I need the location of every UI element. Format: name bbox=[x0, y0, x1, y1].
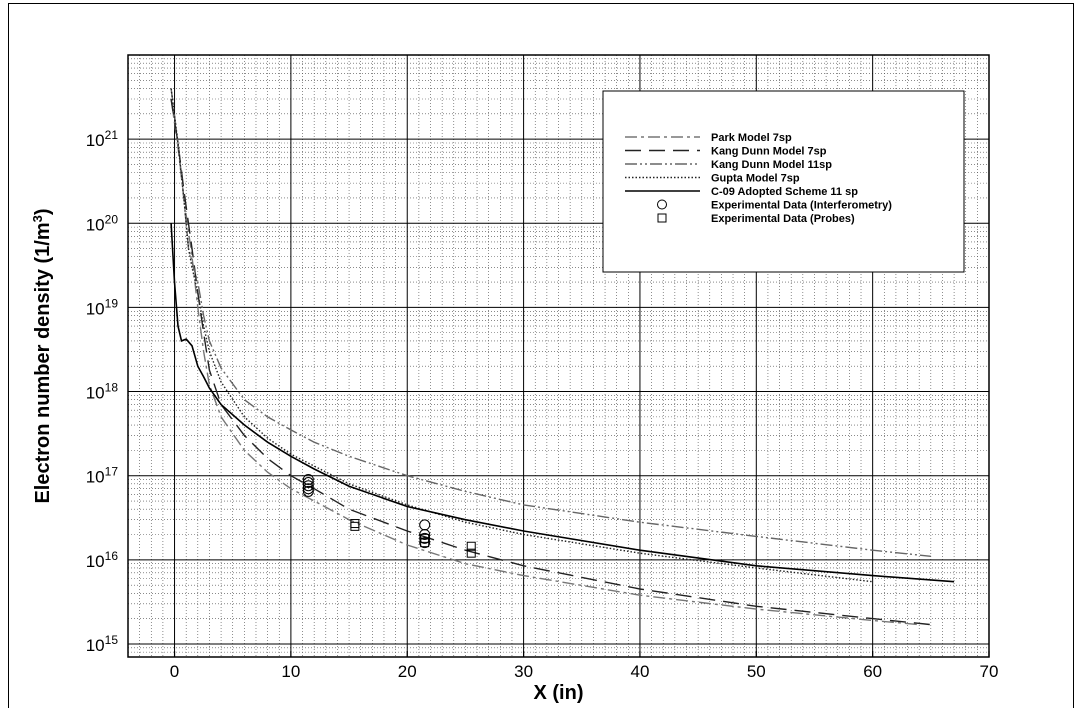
y-axis-title: Electron number density (1/m3) bbox=[30, 208, 55, 503]
x-tick-label: 50 bbox=[747, 662, 766, 681]
y-tick-label: 1020 bbox=[86, 212, 119, 234]
series-line-4 bbox=[170, 88, 873, 583]
x-axis-ticks: 0 10 20 30 40 50 60 70 bbox=[170, 651, 999, 681]
y-tick-label: 1019 bbox=[86, 296, 119, 318]
y-axis-title-close: ) bbox=[32, 208, 54, 215]
x-tick-label: 60 bbox=[863, 662, 882, 681]
y-axis-ticks: 1015 1016 1017 1018 1019 1020 1021 bbox=[86, 128, 119, 655]
legend-label: Gupta Model 7sp bbox=[711, 173, 800, 185]
series-line-5 bbox=[170, 223, 955, 583]
x-axis-title: X (in) bbox=[534, 682, 584, 704]
data-markers bbox=[302, 474, 476, 558]
interferometry-point bbox=[302, 480, 314, 492]
interferometry-point bbox=[419, 537, 431, 549]
y-axis-title-sup: 3 bbox=[30, 215, 45, 222]
figure-frame: 0 10 20 30 40 50 60 70 1015 1016 1017 1018 1019 1020… bbox=[8, 3, 1074, 708]
series-line-2 bbox=[170, 98, 931, 626]
y-tick-label: 1016 bbox=[86, 549, 119, 571]
y-tick-label: 1018 bbox=[86, 381, 119, 403]
electron-density-chart: 0 10 20 30 40 50 60 70 101510161017101810191020… bbox=[30, 54, 999, 704]
x-tick-label: 20 bbox=[398, 662, 417, 681]
y-tick-label: 1015 bbox=[86, 633, 119, 655]
y-tick-label: 1017 bbox=[86, 465, 119, 487]
x-tick-label: 40 bbox=[630, 662, 649, 681]
legend-label: Kang Dunn Model 11sp bbox=[711, 159, 832, 171]
legend-label: Park Model 7sp bbox=[711, 132, 792, 144]
legend-label: Kang Dunn Model 7sp bbox=[711, 146, 827, 158]
legend-box bbox=[602, 90, 965, 273]
probe-point bbox=[420, 538, 430, 548]
interferometry-point bbox=[419, 529, 431, 541]
legend-circle-marker bbox=[657, 199, 667, 210]
x-tick-label: 30 bbox=[514, 662, 533, 681]
legend-square-marker bbox=[657, 213, 667, 223]
y-axis-title-main: Electron number density (1/m bbox=[32, 222, 54, 503]
x-tick-label: 70 bbox=[980, 662, 999, 681]
probe-point bbox=[466, 541, 476, 551]
probe-point bbox=[466, 548, 476, 558]
x-tick-label: 10 bbox=[281, 662, 300, 681]
series-lines bbox=[170, 88, 955, 626]
probe-point bbox=[350, 521, 360, 531]
legend-label: Experimental Data (Interferometry) bbox=[711, 200, 892, 212]
x-tick-label: 0 bbox=[170, 662, 179, 681]
legend-label: Experimental Data (Probes) bbox=[711, 213, 855, 225]
plot-area-border bbox=[127, 54, 990, 658]
interferometry-point bbox=[419, 532, 431, 544]
legend-label: C-09 Adopted Scheme 11 sp bbox=[711, 186, 858, 198]
y-tick-label: 1021 bbox=[86, 128, 119, 150]
interferometry-point bbox=[302, 476, 314, 488]
interferometry-point bbox=[302, 474, 314, 486]
interferometry-point bbox=[302, 483, 314, 495]
interferometry-point bbox=[419, 519, 431, 531]
interferometry-point bbox=[302, 485, 314, 497]
